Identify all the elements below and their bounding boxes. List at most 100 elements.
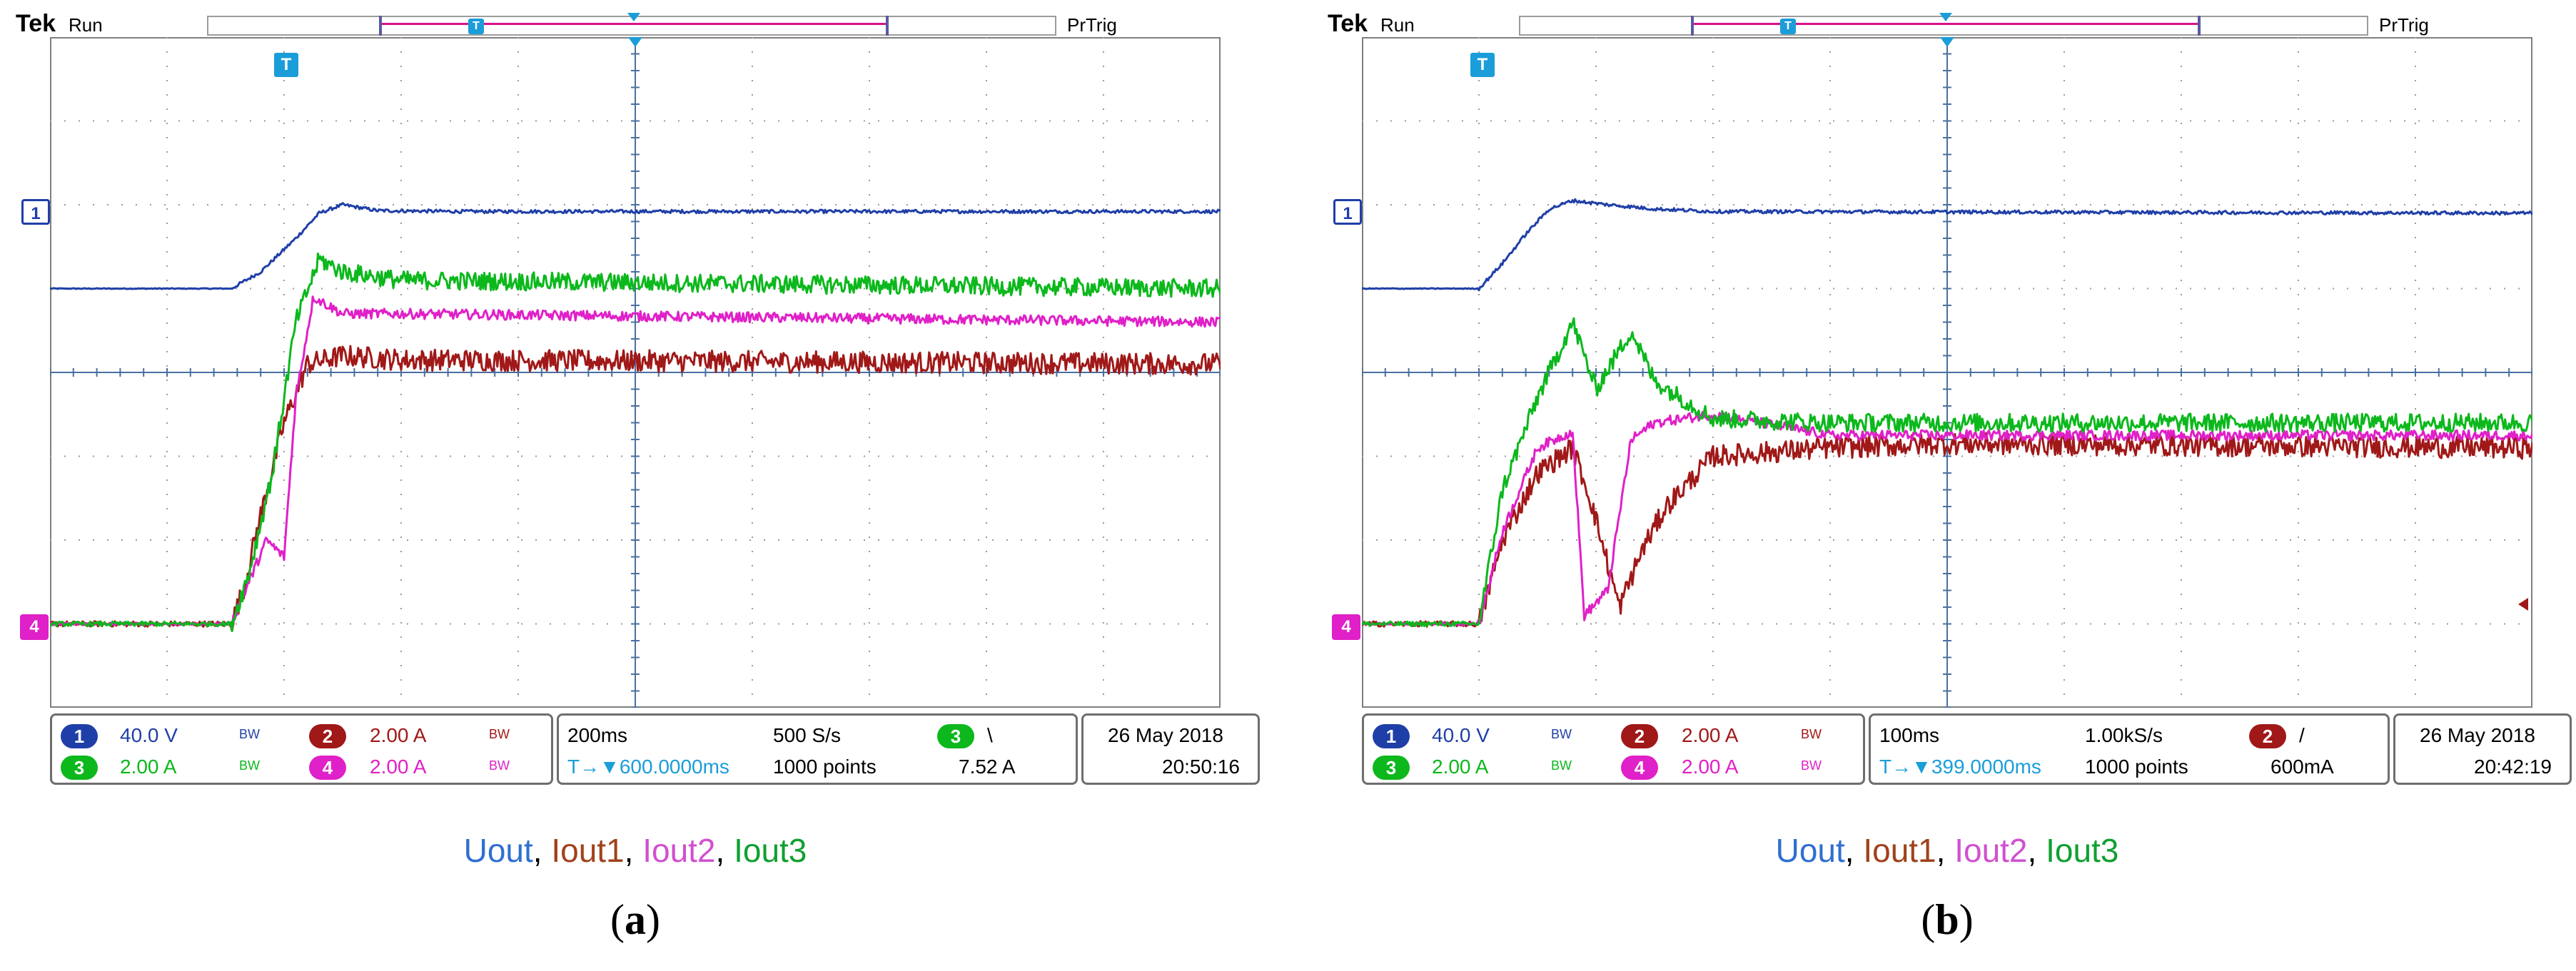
legend-iout3: Iout3 [734,832,807,869]
caption-close: ) [1959,896,1974,943]
ch4-ground-marker: 4 [1332,614,1360,640]
time-readout: 20:50:16 [1162,756,1240,778]
record-window [1691,16,2201,36]
trace-iout3 [1362,317,2532,628]
brand-label: Tek [16,10,56,37]
acquisition-state: Run [1380,14,1415,36]
ch1-ground-marker: 1 [1333,199,1362,225]
trace-iout2 [50,295,1221,628]
ch4-bw-limit: BW [1801,758,1822,773]
record-window-line [382,23,886,25]
panel-b: Tek Run T PrTrig 1 4 T 1 40.0 V BW 2 2.0… [1312,0,2576,971]
legend-uout: Uout [1775,832,1845,869]
trigger-source-badge: 2 [2249,724,2286,748]
ch2-badge: 2 [1621,724,1658,748]
date-readout: 26 May 2018 [1108,724,1223,746]
caption-open: ( [610,896,625,943]
trigger-state: PrTrig [1067,14,1117,36]
time-per-div: 200ms [567,724,628,746]
legend-uout: Uout [463,832,533,869]
ch4-ground-marker: 4 [20,614,49,640]
record-trigger-icon: T [468,19,484,34]
legend-sep: , [532,832,542,869]
caption-letter: a [625,896,646,943]
time-per-div: 100ms [1879,724,1940,746]
trace-iout3 [50,253,1221,633]
legend-iout3: Iout3 [2046,832,2119,869]
ch4-bw-limit: BW [489,758,510,773]
ch1-badge: 1 [1373,724,1410,748]
horizontal-position: T→▼399.0000ms [1879,756,2041,778]
record-center-arrow [1939,13,1952,21]
trigger-center-arrow [1940,37,1954,47]
legend-sep: , [1844,832,1854,869]
timebase-box: 200ms 500 S/s 3 \ T→▼600.0000ms 1000 poi… [557,713,1078,785]
ch3-bw-limit: BW [1551,758,1572,773]
waveform-svg [1362,37,2532,708]
caption-letter: b [1935,896,1959,943]
ch3-badge: 3 [61,756,98,780]
legend-sep: , [2027,832,2037,869]
channel-scale-box: 1 40.0 V BW 2 2.00 A BW 3 2.00 A BW 4 2.… [1362,713,1865,785]
horizontal-position: T→▼600.0000ms [567,756,729,778]
legend-iout2: Iout2 [1954,832,2028,869]
caption-close: ) [646,896,660,943]
record-length: 1000 points [2085,756,2188,778]
waveform-svg [50,37,1221,708]
acquisition-state: Run [69,14,103,36]
record-length: 1000 points [773,756,877,778]
panel-caption: (a) [0,895,1271,945]
scope-header: Tek Run T PrTrig [0,0,1271,44]
legend-iout1: Iout1 [1863,832,1936,869]
ch3-badge: 3 [1373,756,1410,780]
caption-open: ( [1921,896,1936,943]
ch2-scale: 2.00 A [370,724,427,746]
legend-sep: , [624,832,634,869]
trace-uout [1362,198,2532,292]
channel-scale-box: 1 40.0 V BW 2 2.00 A BW 3 2.00 A BW 4 2.… [50,713,553,785]
trigger-source-badge: 3 [937,724,974,748]
sample-rate: 1.00kS/s [2085,724,2163,746]
trigger-level: 7.52 A [959,756,1016,778]
ch2-bw-limit: BW [1801,727,1822,741]
ch1-scale: 40.0 V [1432,724,1490,746]
timebase-box: 100ms 1.00kS/s 2 / T→▼399.0000ms 1000 po… [1869,713,2390,785]
trigger-slope: \ [987,724,993,746]
ch1-ground-marker: 1 [21,199,50,225]
ch2-bw-limit: BW [489,727,510,741]
brand-label: Tek [1328,10,1368,37]
ch2-badge: 2 [309,724,346,748]
datetime-box: 26 May 2018 20:42:19 [2393,713,2572,785]
trace-uout [50,202,1221,290]
trace-iout1 [1362,432,2532,628]
time-readout: 20:42:19 [2474,756,2552,778]
waveform-display [1362,37,2532,708]
ch1-scale: 40.0 V [120,724,178,746]
sample-rate: 500 S/s [773,724,841,746]
trigger-position-icon: T [274,53,298,77]
legend-sep: , [1936,832,1946,869]
trigger-level: 600mA [2271,756,2334,778]
datetime-box: 26 May 2018 20:50:16 [1081,713,1260,785]
date-readout: 26 May 2018 [2420,724,2535,746]
record-window-line [1694,23,2198,25]
ch4-scale: 2.00 A [370,756,427,778]
legend-sep: , [715,832,725,869]
ch3-bw-limit: BW [239,758,260,773]
ch3-scale: 2.00 A [120,756,177,778]
info-bar: 1 40.0 V BW 2 2.00 A BW 3 2.00 A BW 4 2.… [1362,713,2576,785]
ch3-scale: 2.00 A [1432,756,1489,778]
ch1-badge: 1 [61,724,98,748]
legend-iout2: Iout2 [642,832,716,869]
ch4-badge: 4 [309,756,346,780]
ch1-bw-limit: BW [1551,727,1572,741]
info-bar: 1 40.0 V BW 2 2.00 A BW 3 2.00 A BW 4 2.… [50,713,1271,785]
ch4-scale: 2.00 A [1682,756,1739,778]
ch2-scale: 2.00 A [1682,724,1739,746]
signal-legend: Uout, Iout1, Iout2, Iout3 [0,831,1271,870]
legend-iout1: Iout1 [551,832,625,869]
panel-a: Tek Run T PrTrig 1 4 T 1 40.0 V BW 2 2.0… [0,0,1271,971]
ch2-trigger-level-arrow [2518,598,2528,611]
record-window [379,16,889,36]
trigger-center-arrow [628,37,642,47]
